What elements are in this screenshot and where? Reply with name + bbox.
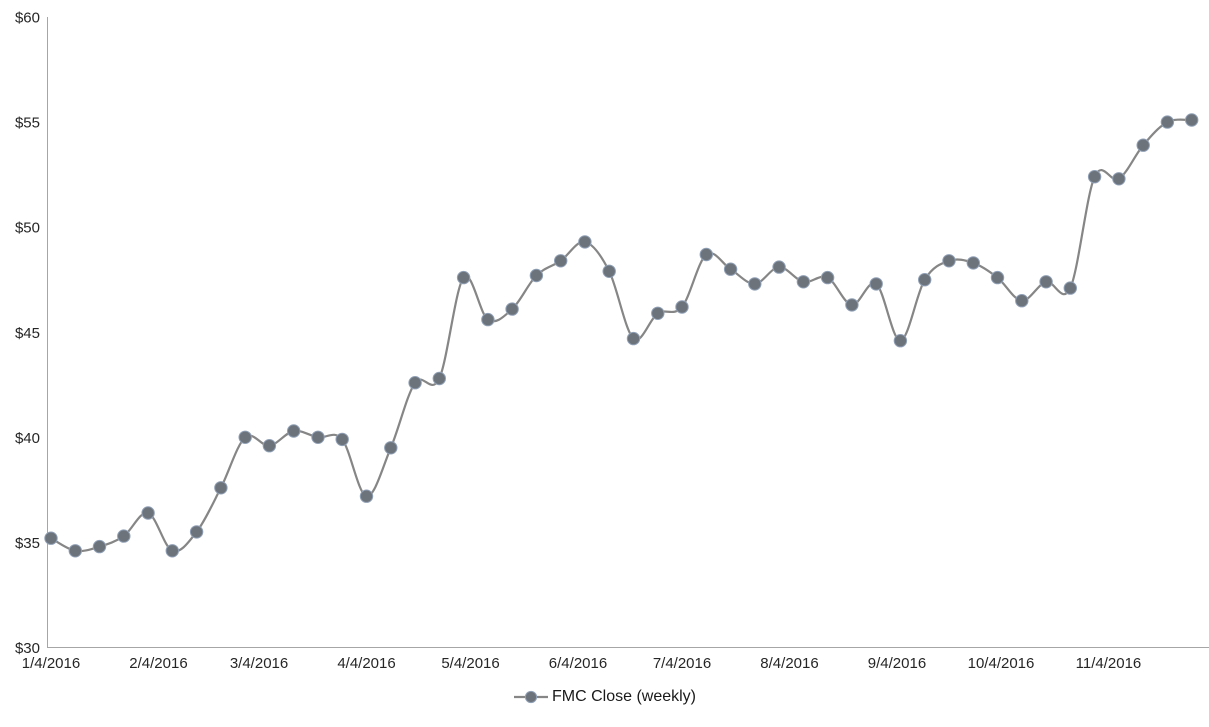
data-point-marker (845, 298, 859, 312)
y-axis-tick-label: $55 (15, 115, 40, 132)
data-point-marker (408, 376, 422, 390)
data-point-marker (699, 247, 713, 262)
data-point-marker (966, 256, 980, 270)
data-point-marker (287, 424, 301, 438)
data-point-marker (772, 260, 786, 274)
x-axis-tick-label: 5/4/2016 (441, 655, 499, 672)
data-point-marker (165, 544, 180, 558)
data-point-marker (796, 275, 811, 289)
data-point-marker (675, 300, 689, 314)
legend-label: FMC Close (weekly) (551, 688, 696, 705)
y-axis-tick-label: $60 (15, 10, 40, 27)
data-point-marker (141, 506, 155, 520)
y-axis-tick-label: $45 (15, 325, 40, 342)
chart-legend: FMC Close (weekly) (0, 688, 1209, 706)
data-point-marker (359, 489, 374, 503)
data-point-marker (942, 254, 956, 268)
data-point-marker (117, 529, 131, 543)
data-point-marker (990, 270, 1005, 285)
data-point-marker (1015, 294, 1029, 308)
x-axis-tick-label: 4/4/2016 (337, 655, 395, 672)
data-point-marker (1136, 138, 1150, 152)
data-point-marker (68, 544, 83, 558)
data-point-marker (748, 277, 762, 291)
data-point-marker (189, 525, 204, 539)
data-point-marker (335, 432, 349, 447)
data-point-marker (1185, 113, 1199, 127)
data-point-marker (481, 312, 495, 327)
data-point-marker (44, 531, 58, 545)
data-point-marker (238, 430, 252, 444)
data-point-marker (1039, 275, 1053, 289)
x-axis-tick-label: 3/4/2016 (230, 655, 288, 672)
data-point-marker (384, 441, 398, 455)
x-axis-tick-label: 11/4/2016 (1076, 655, 1142, 672)
x-axis-tick-label: 8/4/2016 (760, 655, 818, 672)
x-axis-tick-label: 1/4/2016 (22, 655, 80, 672)
y-axis-tick-label: $50 (15, 220, 40, 237)
data-point-marker (1063, 281, 1078, 295)
data-point-marker (262, 439, 277, 453)
data-point-marker (92, 539, 107, 554)
data-point-marker (214, 481, 228, 495)
data-point-marker (529, 268, 544, 283)
data-point-marker (554, 254, 568, 268)
data-point-marker (311, 430, 325, 444)
y-axis-tick-label: $35 (15, 535, 40, 552)
x-axis-tick-label: 9/4/2016 (868, 655, 926, 672)
data-point-marker (505, 302, 519, 316)
data-point-marker (893, 334, 908, 348)
data-point-marker (432, 371, 446, 386)
data-point-marker (602, 264, 616, 278)
x-axis-tick-label: 6/4/2016 (549, 655, 607, 672)
data-point-marker (651, 306, 665, 320)
data-point-marker (626, 331, 641, 346)
legend-marker-icon (513, 690, 548, 704)
data-point-marker (723, 262, 738, 276)
data-point-marker (869, 277, 883, 291)
data-point-marker (1112, 172, 1126, 186)
x-axis-tick-label: 7/4/2016 (653, 655, 711, 672)
data-point-marker (456, 270, 471, 285)
legend-dot (524, 690, 538, 704)
data-point-marker (578, 235, 592, 249)
x-axis-tick-label: 2/4/2016 (129, 655, 187, 672)
data-point-marker (918, 273, 932, 287)
data-point-marker (1087, 170, 1102, 184)
y-axis-tick-label: $30 (15, 640, 40, 657)
data-point-marker (820, 270, 835, 285)
x-axis-tick-label: 10/4/2016 (968, 655, 1035, 672)
data-point-marker (1160, 115, 1175, 129)
y-axis-tick-label: $40 (15, 430, 40, 447)
